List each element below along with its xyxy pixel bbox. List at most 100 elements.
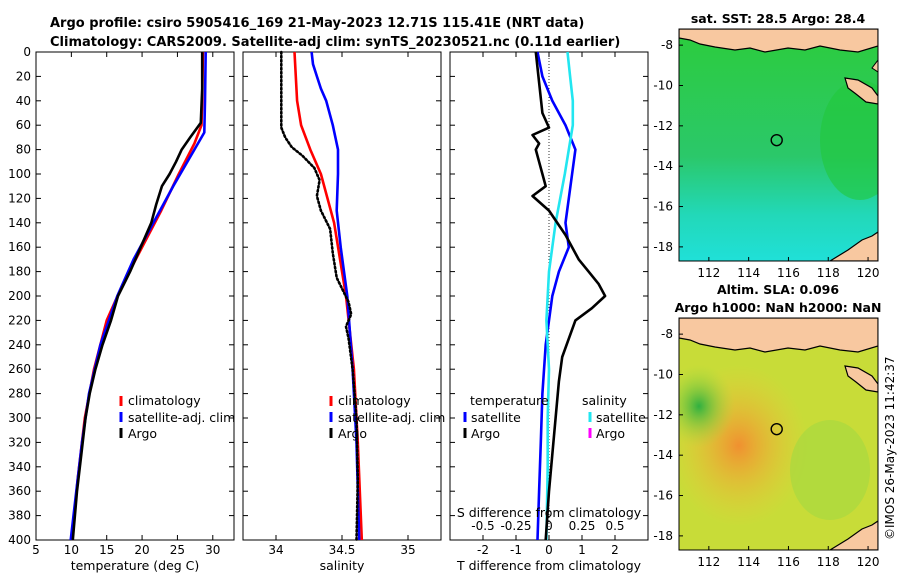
header-line-1: Argo profile: csiro 5905416_169 21-May-2… xyxy=(50,16,584,31)
difference-legend-temperature: temperature satellite Argo xyxy=(463,393,549,441)
s-tick-label: 0.25 xyxy=(569,519,596,533)
map-y-tick-label: -8 xyxy=(661,327,673,341)
sla-map-title-1: Altim. SLA: 0.096 xyxy=(717,282,839,297)
temperature-legend: climatology satellite-adj. clim Argo xyxy=(119,393,235,441)
header-line-2: Climatology: CARS2009. Satellite-adj cli… xyxy=(50,35,620,50)
x-tick-label: 20 xyxy=(134,543,149,557)
y-tick-label: 180 xyxy=(8,265,31,279)
sst-sumba-island xyxy=(844,77,878,105)
legend-t-argo-label: Argo xyxy=(471,426,500,441)
x-tick-label: 2 xyxy=(611,543,619,557)
series-line-argo xyxy=(71,52,204,541)
map-x-tick-label: 116 xyxy=(777,555,800,569)
salinity-panel: 34 34.5 35 salinity climatology satellite-… xyxy=(242,50,445,573)
legend-clim-label: climatology xyxy=(338,393,411,408)
sla-sumba-island xyxy=(844,365,878,393)
sla-green-patch xyxy=(790,420,870,520)
series-line-satellite-adj-clim xyxy=(310,51,361,541)
legend-s-argo-label: Argo xyxy=(596,426,625,441)
difference-panel: -2 -1 0 1 2 -0.5 -0.25 0 0.25 0.5 T difference fr… xyxy=(449,51,649,573)
map-y-tick-label: -10 xyxy=(653,78,673,92)
y-tick-label: 360 xyxy=(8,484,31,498)
y-tick-label: 300 xyxy=(8,411,31,425)
sst-warm-patch xyxy=(820,80,878,200)
s-tick-label: 0.5 xyxy=(605,519,624,533)
x-tick-label: -1 xyxy=(510,543,522,557)
series-line-argo xyxy=(279,50,360,542)
sla-australia-coast xyxy=(828,520,878,550)
x-tick-label: 10 xyxy=(64,543,79,557)
y-tick-label: 40 xyxy=(16,94,31,108)
map-x-tick-label: 114 xyxy=(737,266,760,280)
series-line-t-argo xyxy=(531,51,607,541)
y-tick-label: 120 xyxy=(8,191,31,205)
s-tick-label: -0.25 xyxy=(500,519,531,533)
map-y-tick-label: -10 xyxy=(653,367,673,381)
s-tick-label: 0 xyxy=(545,519,553,533)
legend-sat-label: satellite-adj. clim xyxy=(338,410,445,425)
y-tick-label: 0 xyxy=(23,45,31,59)
x-tick-label: 0 xyxy=(545,543,553,557)
salinity-xlabel: salinity xyxy=(320,558,365,573)
sst-australia-coast xyxy=(828,231,878,261)
y-tick-label: 340 xyxy=(8,460,31,474)
map-x-tick-label: 112 xyxy=(697,266,720,280)
x-tick-label: 34 xyxy=(268,543,283,557)
s-tick-label: -0.5 xyxy=(471,519,494,533)
map-y-tick-label: -12 xyxy=(653,408,673,422)
legend-sat-label: satellite-adj. clim xyxy=(128,410,235,425)
y-tick-label: 140 xyxy=(8,216,31,230)
temperature-panel: 5 10 15 20 25 3002040608010012014016018020022… xyxy=(8,45,235,573)
y-tick-label: 320 xyxy=(8,435,31,449)
y-tick-label: 220 xyxy=(8,313,31,327)
y-tick-label: 20 xyxy=(16,69,31,83)
legend-argo-label: Argo xyxy=(128,426,157,441)
x-tick-label: 35 xyxy=(400,543,415,557)
sla-java-coast xyxy=(679,318,878,353)
s-diff-xlabel: S difference from climatology xyxy=(457,505,642,520)
sst-map-panel: sat. SST: 28.5 Argo: 28.4 112 114 116 118 12… xyxy=(653,11,879,280)
argo-location-marker xyxy=(770,422,783,436)
x-tick-label: -2 xyxy=(477,543,489,557)
map-x-tick-label: 116 xyxy=(777,266,800,280)
map-x-tick-label: 118 xyxy=(817,555,840,569)
y-tick-label: 260 xyxy=(8,362,31,376)
x-tick-label: 15 xyxy=(99,543,114,557)
sst-flores-coast xyxy=(871,59,878,73)
legend-salinity-title: salinity xyxy=(582,393,627,408)
series-line-climatology xyxy=(70,51,205,541)
y-tick-label: 240 xyxy=(8,338,31,352)
difference-legend-salinity: salinity satellite Argo xyxy=(582,393,646,441)
t-diff-xlabel: T difference from climatology xyxy=(456,558,642,573)
map-x-tick-label: 118 xyxy=(817,266,840,280)
argo-location-marker xyxy=(770,133,783,147)
legend-argo-label: Argo xyxy=(338,426,367,441)
sst-map-title: sat. SST: 28.5 Argo: 28.4 xyxy=(691,11,866,26)
series-line-climatology xyxy=(293,51,364,541)
y-tick-label: 80 xyxy=(16,143,31,157)
y-tick-label: 100 xyxy=(8,167,31,181)
map-y-tick-label: -12 xyxy=(653,119,673,133)
sst-java-coast xyxy=(679,29,878,53)
sst-axes-box xyxy=(678,28,879,262)
y-tick-label: 160 xyxy=(8,240,31,254)
x-tick-label: 25 xyxy=(170,543,185,557)
map-x-tick-label: 114 xyxy=(737,555,760,569)
legend-clim-label: climatology xyxy=(128,393,201,408)
legend-s-sat-label: satellite xyxy=(596,410,646,425)
map-y-tick-label: -8 xyxy=(661,38,673,52)
map-y-tick-label: -14 xyxy=(653,159,673,173)
sla-map-panel: Altim. SLA: 0.096 Argo h1000: NaN h2000:… xyxy=(653,282,881,569)
y-tick-label: 280 xyxy=(8,387,31,401)
map-x-tick-label: 120 xyxy=(857,555,880,569)
y-tick-label: 60 xyxy=(16,118,31,132)
map-y-tick-label: -16 xyxy=(653,489,673,503)
map-y-tick-label: -18 xyxy=(653,240,673,254)
series-line-t-satellite xyxy=(536,51,577,541)
x-tick-label: 30 xyxy=(205,543,220,557)
series-line-satellite-adj-clim xyxy=(69,51,207,541)
x-tick-label: 5 xyxy=(32,543,40,557)
sla-axes-box xyxy=(678,317,879,551)
copyright-text: ©IMOS 26-May-2023 11:42:37 xyxy=(883,356,897,540)
